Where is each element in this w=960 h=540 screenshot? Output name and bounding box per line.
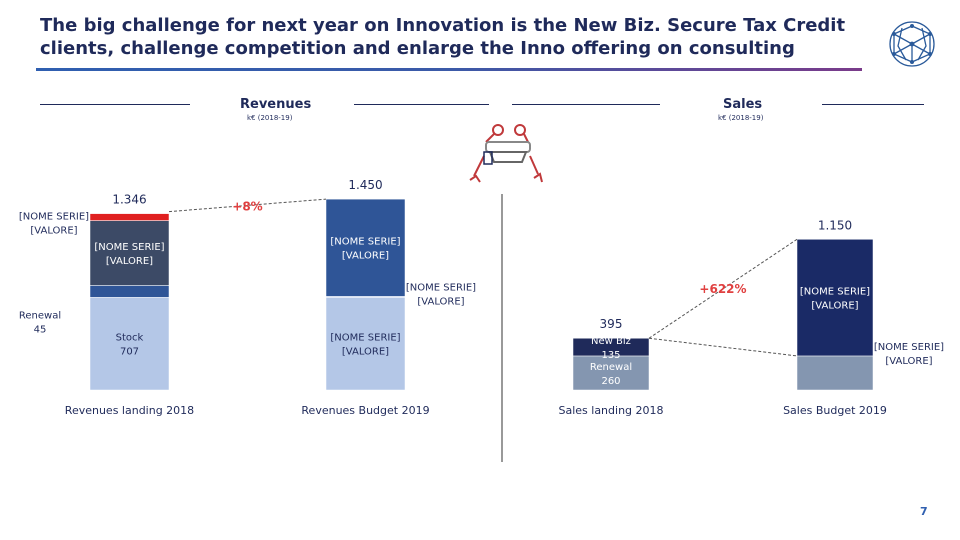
category-label: Sales landing 2018 [558, 404, 663, 417]
bar-segment [796, 355, 874, 391]
growth-label: +8% [232, 199, 262, 213]
segment-label: New Biz 135 [591, 336, 631, 361]
segment-label: [NOME SERIE] [VALORE] [330, 237, 400, 262]
bar-total-label: 1.450 [348, 178, 382, 192]
segment-connector [648, 337, 798, 357]
segment-label: [NOME SERIE] [VALORE] [330, 333, 400, 358]
network-globe-icon [889, 21, 935, 67]
segment-label: [NOME SERIE] [VALORE] [19, 212, 89, 237]
category-label: Revenues landing 2018 [65, 404, 194, 417]
sales-rule-right [822, 104, 924, 105]
sales-subtitle: k€ (2018-19) [718, 114, 764, 122]
bar-segment [89, 220, 170, 286]
bar-segment [572, 337, 650, 357]
segment-label: [NOME SERIE] [VALORE] [406, 282, 476, 307]
revenues-rule-right [354, 104, 489, 105]
bar-segment [89, 285, 170, 298]
category-label: Revenues Budget 2019 [301, 404, 429, 417]
page-number: 7 [920, 505, 928, 518]
bar-segment [325, 297, 406, 391]
robot-icon [469, 124, 543, 183]
segment-label: [NOME SERIE] [VALORE] [874, 342, 944, 367]
title-underline [36, 68, 862, 71]
bar-total-label: 395 [600, 317, 623, 331]
bar-segment [89, 213, 170, 221]
segment-label: [NOME SERIE] [VALORE] [800, 287, 870, 312]
segment-label: [NOME SERIE] [VALORE] [94, 242, 164, 267]
sales-title: Sales [723, 97, 763, 112]
sales-rule-left [512, 104, 660, 105]
slide-title: The big challenge for next year on Innov… [40, 15, 846, 59]
growth-connector [168, 198, 327, 213]
growth-label: +622% [699, 282, 746, 296]
revenues-subtitle: k€ (2018-19) [247, 114, 293, 122]
revenues-title: Revenues [240, 97, 312, 112]
segment-label: Renewal 260 [590, 362, 632, 387]
bar-total-label: 1.150 [818, 218, 852, 232]
bar-total-label: 1.346 [112, 193, 146, 207]
bar-segment [325, 198, 406, 297]
bar-segment [796, 239, 874, 357]
bar-segment [572, 355, 650, 391]
category-label: Sales Budget 2019 [783, 404, 887, 417]
revenues-rule-left [40, 104, 190, 105]
side-label: Renewal 45 [19, 311, 61, 336]
segment-label: Stock 707 [116, 333, 144, 358]
